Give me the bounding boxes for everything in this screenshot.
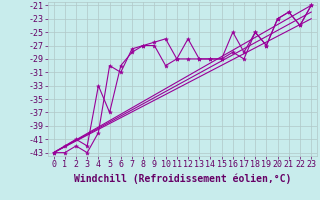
X-axis label: Windchill (Refroidissement éolien,°C): Windchill (Refroidissement éolien,°C): [74, 173, 291, 184]
